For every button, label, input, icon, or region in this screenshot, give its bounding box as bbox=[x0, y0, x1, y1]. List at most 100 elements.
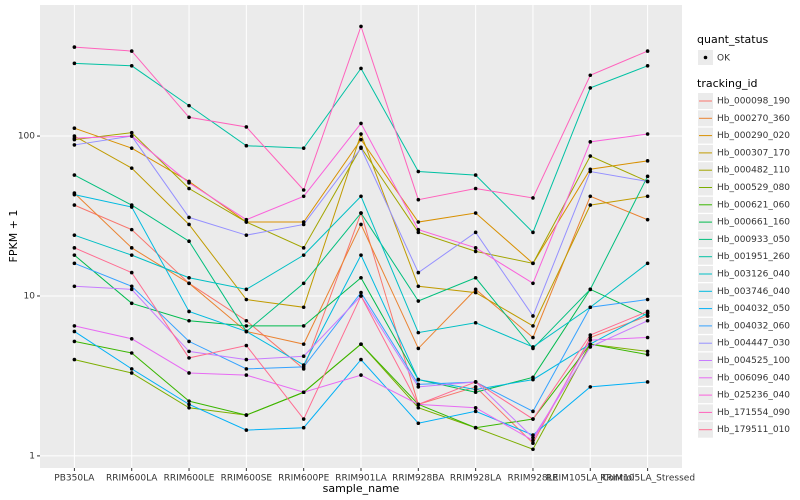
data-point bbox=[129, 284, 134, 289]
data-point bbox=[72, 192, 77, 197]
data-point bbox=[244, 125, 249, 129]
x-tick-label: RRIM928LE bbox=[508, 474, 559, 484]
data-point bbox=[531, 314, 535, 318]
data-point bbox=[531, 438, 535, 443]
data-point bbox=[359, 294, 363, 298]
x-tick-label: RRIM600LA bbox=[106, 474, 158, 484]
data-point bbox=[645, 349, 650, 354]
data-point bbox=[588, 194, 593, 199]
legend-label: Hb_000529_080 bbox=[717, 183, 790, 193]
data-point bbox=[645, 261, 650, 266]
data-point bbox=[416, 299, 421, 303]
data-point bbox=[416, 169, 421, 174]
legend-label: Hb_000098_190 bbox=[717, 97, 790, 107]
data-point bbox=[416, 405, 421, 410]
data-point bbox=[588, 345, 593, 349]
data-point bbox=[187, 405, 191, 410]
data-point bbox=[129, 130, 134, 135]
data-point bbox=[301, 305, 306, 310]
y-tick-label: 1 bbox=[29, 451, 35, 461]
legend-title: quant_status bbox=[697, 33, 769, 46]
data-point bbox=[645, 179, 650, 184]
data-point bbox=[72, 246, 77, 250]
data-point bbox=[359, 222, 363, 227]
data-point bbox=[416, 385, 421, 389]
data-point bbox=[72, 284, 77, 289]
data-point bbox=[588, 140, 593, 144]
data-point bbox=[588, 385, 593, 389]
data-point bbox=[359, 275, 363, 280]
data-point bbox=[244, 233, 249, 237]
data-point bbox=[473, 380, 478, 384]
data-point bbox=[187, 399, 191, 403]
data-point bbox=[473, 405, 478, 410]
data-point bbox=[645, 174, 650, 179]
data-point bbox=[531, 433, 535, 437]
data-point bbox=[129, 205, 134, 209]
data-point bbox=[359, 132, 363, 136]
data-point bbox=[301, 342, 306, 346]
data-point bbox=[473, 290, 478, 295]
data-point bbox=[359, 211, 363, 215]
data-point bbox=[416, 220, 421, 224]
legend-label: Hb_003746_040 bbox=[717, 287, 790, 297]
y-axis-label: FPKM + 1 bbox=[7, 210, 20, 263]
data-point bbox=[301, 354, 306, 359]
data-point bbox=[531, 345, 535, 349]
data-point bbox=[531, 335, 535, 340]
data-point bbox=[416, 330, 421, 335]
data-point bbox=[187, 356, 191, 360]
data-point bbox=[645, 132, 650, 136]
data-point bbox=[72, 173, 77, 177]
data-point bbox=[187, 402, 191, 407]
legend-label: Hb_171554_090 bbox=[717, 408, 790, 418]
data-point bbox=[129, 49, 134, 53]
data-point bbox=[301, 390, 306, 395]
data-point bbox=[473, 385, 478, 389]
data-point bbox=[588, 305, 593, 310]
data-point bbox=[129, 367, 134, 371]
data-point bbox=[588, 73, 593, 78]
data-point bbox=[129, 301, 134, 306]
data-point bbox=[645, 217, 650, 222]
data-point bbox=[72, 357, 77, 362]
data-point bbox=[129, 270, 134, 275]
x-tick-label: RRIM600LE bbox=[164, 474, 215, 484]
data-point bbox=[416, 270, 421, 275]
x-axis-label: sample_name bbox=[323, 482, 400, 495]
legend-label: Hb_004447_030 bbox=[717, 339, 790, 349]
data-point bbox=[301, 417, 306, 421]
data-point bbox=[244, 297, 249, 302]
data-point bbox=[129, 64, 134, 68]
data-point bbox=[301, 146, 306, 150]
data-point bbox=[72, 61, 77, 66]
data-point bbox=[531, 281, 535, 286]
data-point bbox=[244, 373, 249, 377]
legend-label: Hb_000307_170 bbox=[717, 148, 790, 158]
data-point bbox=[473, 390, 478, 395]
data-point bbox=[244, 287, 249, 292]
data-point bbox=[129, 246, 134, 250]
legend-label: Hb_179511_010 bbox=[717, 425, 790, 435]
data-point bbox=[187, 215, 191, 220]
data-point bbox=[416, 197, 421, 202]
legend-label: Hb_000661_160 bbox=[717, 218, 790, 228]
data-point bbox=[473, 320, 478, 325]
data-point bbox=[187, 239, 191, 244]
legend-label: Hb_000933_050 bbox=[717, 235, 790, 245]
data-point bbox=[244, 357, 249, 362]
legend-title: tracking_id bbox=[697, 77, 758, 90]
data-point bbox=[416, 421, 421, 426]
data-point bbox=[359, 253, 363, 257]
data-point bbox=[129, 351, 134, 355]
data-point bbox=[588, 335, 593, 340]
data-point bbox=[187, 103, 191, 108]
data-point bbox=[473, 275, 478, 280]
data-point bbox=[72, 253, 77, 257]
data-point bbox=[416, 402, 421, 407]
data-point bbox=[359, 121, 363, 126]
data-point bbox=[187, 339, 191, 344]
data-point bbox=[473, 186, 478, 191]
data-point bbox=[187, 222, 191, 227]
data-point bbox=[416, 346, 421, 351]
